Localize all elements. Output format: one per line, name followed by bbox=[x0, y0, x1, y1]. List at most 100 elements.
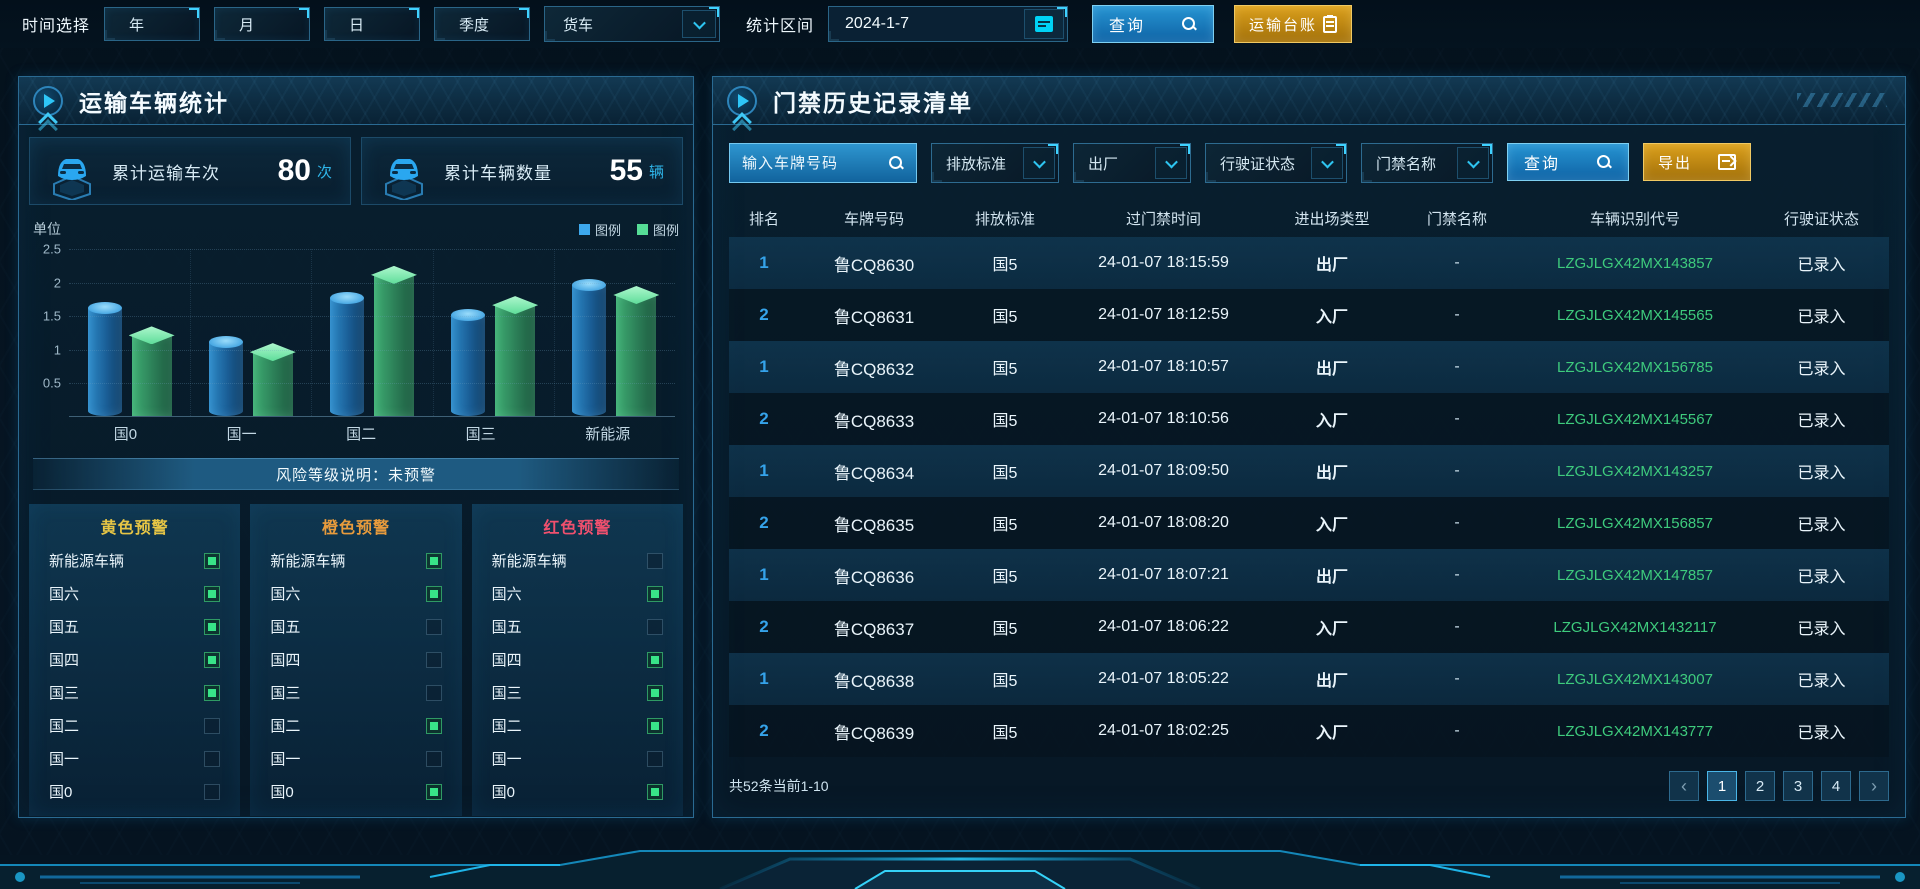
warning-checkbox[interactable] bbox=[204, 717, 221, 734]
table-row[interactable]: 2 鲁CQ8631 国5 24-01-07 18:12:59 入厂 - LZGJLGX42M… bbox=[729, 289, 1889, 341]
page-button-2[interactable]: 2 bbox=[1745, 771, 1775, 801]
filter-dropdown-3[interactable]: 门禁名称 bbox=[1361, 143, 1493, 183]
cell-3: 24-01-07 18:02:25 bbox=[1098, 722, 1229, 739]
cell-3: 24-01-07 18:10:57 bbox=[1098, 358, 1229, 375]
warning-checkbox[interactable] bbox=[646, 552, 663, 569]
warning-item: 国五 bbox=[49, 610, 221, 643]
table-row[interactable]: 2 鲁CQ8637 国5 24-01-07 18:06:22 入厂 - LZGJLGX42M… bbox=[729, 601, 1889, 653]
warning-checkbox[interactable] bbox=[204, 783, 221, 800]
warning-checkbox[interactable] bbox=[425, 618, 442, 635]
cell-2: 国5 bbox=[992, 257, 1018, 274]
bar-series1 bbox=[208, 336, 243, 416]
warning-checkbox[interactable] bbox=[204, 750, 221, 767]
calendar-icon[interactable] bbox=[1024, 9, 1065, 39]
warning-checkbox[interactable] bbox=[425, 585, 442, 602]
warning-item-label: 国三 bbox=[491, 685, 522, 702]
bar-cap bbox=[370, 265, 417, 284]
period-button-日[interactable]: 日 bbox=[324, 7, 421, 41]
warning-checkbox[interactable] bbox=[204, 618, 221, 635]
warning-item: 国六 bbox=[492, 577, 663, 610]
ledger-button-label: 运输台账 bbox=[1249, 16, 1318, 34]
warning-checkbox[interactable] bbox=[646, 783, 663, 800]
export-button[interactable]: 导出 bbox=[1643, 143, 1751, 181]
table-row[interactable]: 1 鲁CQ8636 国5 24-01-07 18:07:21 出厂 - LZGJLGX42M… bbox=[729, 549, 1889, 601]
period-button-季度[interactable]: 季度 bbox=[434, 7, 531, 41]
filter-dropdown-0[interactable]: 排放标准 bbox=[931, 143, 1059, 183]
filter-dropdown-2[interactable]: 行驶证状态 bbox=[1205, 143, 1347, 183]
period-button-月[interactable]: 月 bbox=[214, 7, 311, 41]
warning-checkbox[interactable] bbox=[425, 552, 442, 569]
vehicle-type-value: 货车 bbox=[563, 16, 594, 34]
cell-6[interactable]: LZGJLGX42MX143257 bbox=[1557, 462, 1713, 480]
cell-3: 24-01-07 18:06:22 bbox=[1098, 618, 1229, 635]
header-cell: 过门禁时间 bbox=[1125, 210, 1201, 228]
stripes-decoration bbox=[1797, 93, 1887, 107]
date-input[interactable]: 2024-1-7 bbox=[828, 6, 1069, 42]
cell-6[interactable]: LZGJLGX42MX143777 bbox=[1557, 722, 1713, 740]
warning-checkbox[interactable] bbox=[646, 585, 663, 602]
warning-item: 国二 bbox=[492, 709, 663, 742]
cell-0: 2 bbox=[759, 305, 769, 324]
warning-checkbox[interactable] bbox=[646, 684, 663, 701]
cell-6[interactable]: LZGJLGX42MX145565 bbox=[1557, 306, 1713, 324]
cell-5: - bbox=[1454, 410, 1460, 427]
cell-2: 国5 bbox=[992, 361, 1018, 378]
chart-category-label: 新能源 bbox=[585, 426, 631, 443]
warning-item: 国0 bbox=[49, 775, 221, 808]
warning-checkbox[interactable] bbox=[425, 783, 442, 800]
warning-checkbox[interactable] bbox=[646, 651, 663, 668]
page-button-1[interactable]: 1 bbox=[1707, 771, 1737, 801]
warning-item-label: 国六 bbox=[491, 586, 522, 603]
transport-ledger-button[interactable]: 运输台账 bbox=[1234, 5, 1353, 43]
warning-item-label: 新能源车辆 bbox=[270, 553, 346, 570]
warning-checkbox[interactable] bbox=[204, 684, 221, 701]
table-row[interactable]: 2 鲁CQ8635 国5 24-01-07 18:08:20 入厂 - LZGJLGX42M… bbox=[729, 497, 1889, 549]
cell-6[interactable]: LZGJLGX42MX147857 bbox=[1557, 566, 1713, 584]
table-query-button[interactable]: 查询 bbox=[1507, 143, 1629, 181]
cell-0: 1 bbox=[759, 461, 769, 480]
bar-series2 bbox=[613, 286, 660, 416]
query-button[interactable]: 查询 bbox=[1092, 5, 1215, 43]
table-row[interactable]: 2 鲁CQ8639 国5 24-01-07 18:02:25 入厂 - LZGJLGX42M… bbox=[729, 705, 1889, 757]
cell-6[interactable]: LZGJLGX42MX156785 bbox=[1557, 358, 1713, 376]
cell-7: 已录入 bbox=[1797, 673, 1846, 690]
cell-7: 已录入 bbox=[1797, 569, 1846, 586]
plate-search-field[interactable] bbox=[729, 143, 917, 183]
cell-6[interactable]: LZGJLGX42MX145567 bbox=[1557, 410, 1713, 428]
bar-cap bbox=[492, 296, 539, 315]
header-cell: 进出场类型 bbox=[1294, 210, 1370, 228]
warning-checkbox[interactable] bbox=[425, 684, 442, 701]
prev-page-button[interactable]: ‹ bbox=[1669, 771, 1699, 801]
cell-6[interactable]: LZGJLGX42MX143007 bbox=[1557, 670, 1713, 688]
cell-6[interactable]: LZGJLGX42MX1432117 bbox=[1553, 618, 1717, 636]
warning-checkbox[interactable] bbox=[204, 651, 221, 668]
table-row[interactable]: 1 鲁CQ8632 国5 24-01-07 18:10:57 出厂 - LZGJLGX42M… bbox=[729, 341, 1889, 393]
cell-6[interactable]: LZGJLGX42MX143857 bbox=[1557, 254, 1713, 272]
table-row[interactable]: 1 鲁CQ8630 国5 24-01-07 18:15:59 出厂 - LZGJLGX42M… bbox=[729, 237, 1889, 289]
warning-item: 国0 bbox=[270, 775, 442, 808]
warning-title: 红色预警 bbox=[543, 520, 612, 537]
period-button-年[interactable]: 年 bbox=[104, 7, 201, 41]
table-row[interactable]: 1 鲁CQ8638 国5 24-01-07 18:05:22 出厂 - LZGJLGX42M… bbox=[729, 653, 1889, 705]
table-row[interactable]: 2 鲁CQ8633 国5 24-01-07 18:10:56 入厂 - LZGJLGX42M… bbox=[729, 393, 1889, 445]
filter-dropdown-1[interactable]: 出厂 bbox=[1073, 143, 1191, 183]
cell-6[interactable]: LZGJLGX42MX156857 bbox=[1557, 514, 1713, 532]
warning-checkbox[interactable] bbox=[425, 717, 442, 734]
cell-1: 鲁CQ8632 bbox=[833, 359, 915, 379]
cell-4: 出厂 bbox=[1315, 569, 1348, 586]
vehicle-type-select[interactable]: 货车 bbox=[544, 6, 721, 42]
warning-checkbox[interactable] bbox=[204, 552, 221, 569]
warning-checkbox[interactable] bbox=[646, 750, 663, 767]
warning-checkbox[interactable] bbox=[646, 717, 663, 734]
chart-vline bbox=[553, 249, 555, 416]
stat-card-1: 累计车辆数量 55 辆 bbox=[361, 137, 683, 205]
table-row[interactable]: 1 鲁CQ8634 国5 24-01-07 18:09:50 出厂 - LZGJLGX42M… bbox=[729, 445, 1889, 497]
page-button-4[interactable]: 4 bbox=[1821, 771, 1851, 801]
page-button-3[interactable]: 3 bbox=[1783, 771, 1813, 801]
plate-search-input[interactable] bbox=[742, 154, 862, 172]
warning-checkbox[interactable] bbox=[646, 618, 663, 635]
warning-checkbox[interactable] bbox=[425, 651, 442, 668]
warning-checkbox[interactable] bbox=[425, 750, 442, 767]
next-page-button[interactable]: › bbox=[1859, 771, 1889, 801]
warning-checkbox[interactable] bbox=[204, 585, 221, 602]
